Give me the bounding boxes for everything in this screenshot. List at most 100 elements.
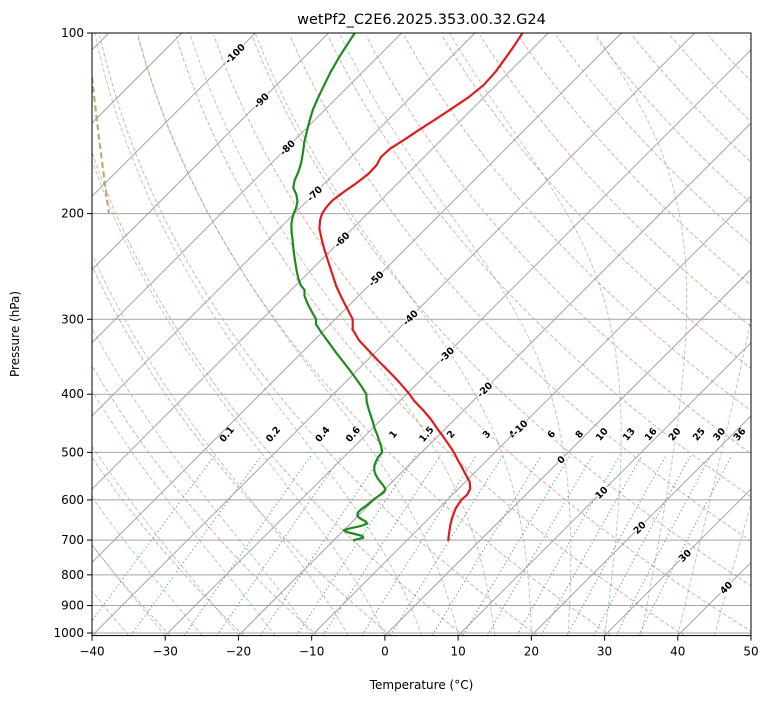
dry-adiabat-line — [555, 35, 751, 245]
x-tick-label: −30 — [153, 645, 178, 659]
moist-adiabat-line — [189, 33, 496, 636]
mixing-ratio-line — [540, 455, 643, 636]
moist-adiabat-line — [92, 327, 313, 636]
y-tick-label: 200 — [61, 207, 84, 221]
x-tick-label: 10 — [450, 645, 465, 659]
x-tick-label: −20 — [226, 645, 251, 659]
y-tick-label: 1000 — [53, 626, 84, 640]
isotherm-line — [92, 33, 183, 124]
isotherm-line — [92, 33, 695, 636]
y-axis-title: Pressure (hPa) — [8, 291, 22, 377]
dry-adiabat-line — [92, 364, 318, 636]
plot-frame — [91, 32, 752, 637]
axes-layer: −40 −30 −20 −10 0 10 20 30 40 5010020030040050060… — [53, 26, 758, 659]
isotherm-line — [677, 561, 751, 636]
mixing-ratio-label: 3 — [481, 429, 494, 441]
x-tick-label: 0 — [381, 645, 389, 659]
isotherm-label: -90 — [252, 91, 272, 111]
x-tick-label: −40 — [79, 645, 104, 659]
dry-adiabat-line — [517, 35, 751, 286]
mixing-ratio-label: 1.5 — [417, 425, 436, 445]
dry-adiabat-line — [92, 150, 465, 636]
dry-adiabat-line — [365, 35, 751, 455]
mixing-ratio-line — [259, 455, 383, 636]
isotherm-label: 30 — [677, 547, 694, 564]
isotherm-label: -40 — [401, 308, 421, 328]
isotherm-line — [92, 33, 476, 417]
mixing-ratio-label: 6 — [545, 428, 558, 440]
isotherm-line — [92, 33, 329, 271]
y-tick-label: 300 — [61, 312, 84, 326]
dry-adiabat-line — [175, 35, 685, 636]
mixing-ratio-line — [516, 455, 621, 636]
mixing-ratio-label: 8 — [574, 428, 587, 440]
dry-adiabat-line — [92, 456, 245, 636]
moist-adiabat-line — [137, 33, 459, 636]
dry-adiabat-line — [289, 35, 751, 542]
mixing-ratio-line — [431, 455, 543, 636]
mixing-ratio-label: 36 — [732, 426, 749, 443]
dry-adiabat-line — [403, 35, 751, 412]
dry-adiabat-line — [441, 35, 751, 369]
mixing-ratio-label: 2 — [445, 429, 458, 441]
dry-adiabat-line — [137, 35, 612, 636]
mixing-ratio-label: 16 — [643, 426, 660, 443]
isotherm-label: -100 — [223, 42, 248, 67]
temperature-curve — [318, 33, 524, 542]
chart-title: wetPf2_C2E6.2025.353.00.32.G24 — [297, 12, 546, 28]
isotherm-line — [92, 33, 622, 564]
y-tick-label: 100 — [61, 26, 84, 40]
mixing-ratio-line — [295, 455, 417, 636]
isotherm-line — [604, 488, 751, 636]
moist-adiabat-line — [94, 33, 422, 636]
moist-adiabat-line — [338, 33, 572, 636]
mixing-ratio-label: 0.6 — [344, 424, 363, 444]
dewpoint-curve — [290, 33, 387, 542]
moist-adiabat-line — [449, 33, 622, 636]
y-tick-label: 600 — [61, 493, 84, 507]
mixing-ratio-line — [130, 455, 262, 636]
isotherm-line — [164, 49, 751, 636]
mixing-ratio-label: 20 — [667, 426, 684, 443]
dry-adiabat-line — [479, 35, 751, 328]
y-tick-label: 700 — [61, 533, 84, 547]
isotherm-line — [92, 33, 549, 490]
isotherm-line — [384, 268, 751, 636]
mixing-ratio-line — [389, 455, 504, 636]
x-tick-label: 50 — [743, 645, 758, 659]
mixing-ratio-label: 13 — [621, 426, 638, 443]
dry-adiabat-line — [92, 544, 171, 636]
x-tick-label: 40 — [670, 645, 685, 659]
isotherm-line — [530, 415, 751, 636]
isotherm-line — [92, 33, 256, 198]
isotherm-label: -80 — [278, 138, 298, 158]
x-tick-label: 20 — [524, 645, 539, 659]
mixing-ratio-label: 0.2 — [264, 425, 283, 445]
y-tick-label: 900 — [61, 599, 84, 613]
mixing-ratio-label: 10 — [594, 426, 611, 443]
isotherm-label: 0 — [556, 454, 569, 467]
mixing-ratio-line — [615, 455, 712, 636]
y-tick-label: 400 — [61, 387, 84, 401]
moist-adiabat-line — [92, 389, 276, 636]
isotherm-label: 10 — [593, 484, 610, 501]
dry-adiabat-line — [213, 35, 751, 632]
x-axis-title: Temperature (°C) — [369, 678, 474, 692]
isotherm-label: -50 — [367, 269, 387, 289]
moist-adiabat-line — [254, 33, 532, 636]
mixing-ratio-line — [638, 455, 733, 636]
moist-adiabat-line — [92, 159, 386, 636]
mixing-ratio-line — [216, 455, 343, 636]
isotherm-label: -30 — [437, 345, 457, 365]
plot-area: 0.1 0.2 0.4 0.6 1 1.5 2 3 4 6 8 10 13 16 20 25 30 36-100-… — [92, 33, 751, 636]
mixing-ratio-label: 1 — [387, 429, 400, 441]
dry-adiabat-line — [631, 35, 751, 163]
dry-adiabat-line — [99, 35, 538, 636]
isotherm-line — [311, 195, 751, 636]
isotherm-line — [457, 341, 751, 636]
y-tick-label: 500 — [61, 445, 84, 459]
mixing-ratio-line — [462, 455, 571, 636]
isotherm-label: -70 — [305, 184, 325, 204]
